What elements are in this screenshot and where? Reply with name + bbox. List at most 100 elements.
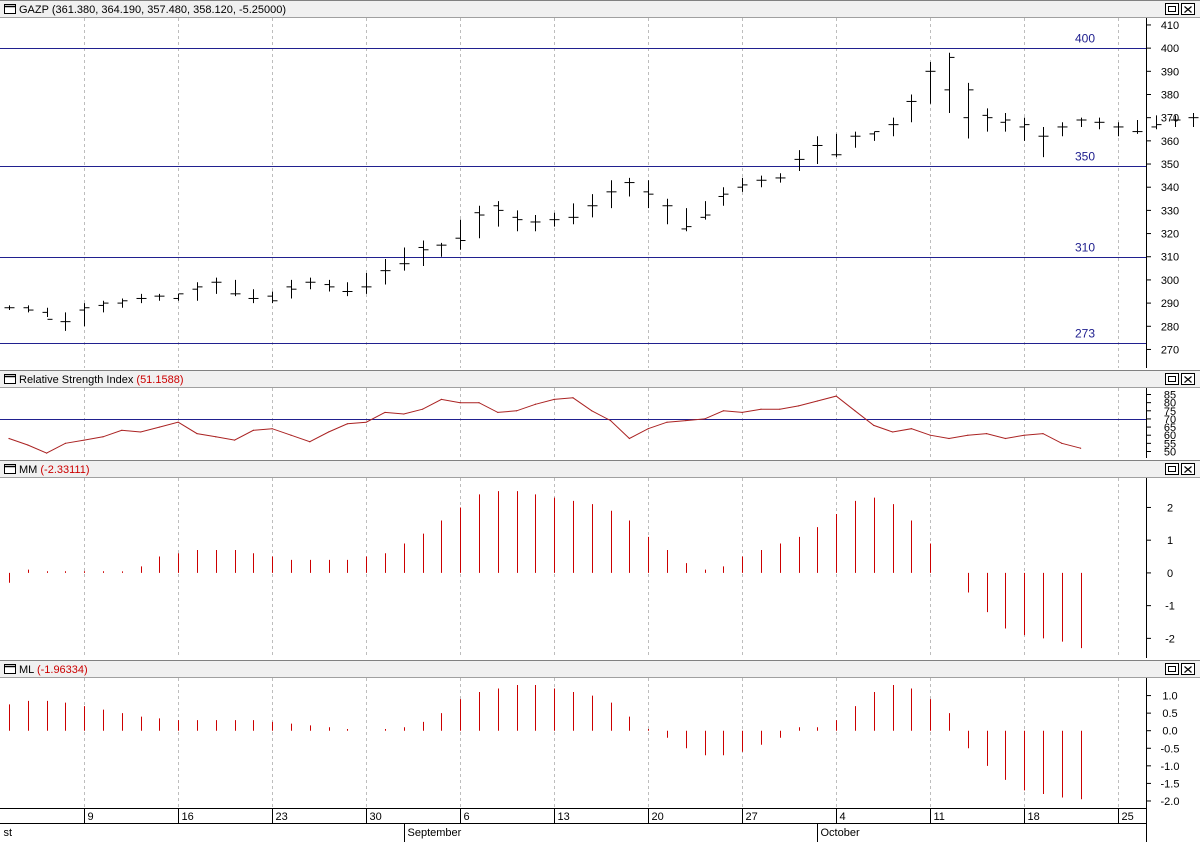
rsi-line [8,395,1081,454]
ohlc-bar [136,293,147,304]
panel-title-price: GAZP (361.380, 364.190, 357.480, 358.120… [19,4,286,16]
ohlc-bar [888,117,899,137]
restore-box-icon [1168,466,1176,472]
panel-value-text: (51.1588) [136,374,183,386]
panel-title-text: MM [19,464,40,476]
maximize-panel-button[interactable] [1165,663,1179,675]
ohlc-bar [906,94,917,123]
y-tick-label: -1.5 [1161,778,1180,790]
y-tick-label: -0.5 [1161,743,1180,755]
x-day-label: 13 [558,811,570,823]
ohlc-bar [173,293,184,301]
maximize-panel-button[interactable] [1165,3,1179,15]
ohlc-bar [1019,117,1030,141]
rsi-point [610,419,612,422]
ohlc-bar [455,219,466,250]
x-month-label: September [408,827,462,839]
rsi-point [591,410,593,412]
rsi-point [1023,434,1025,436]
rsi-point [722,410,725,412]
x-axis: 9 16 23 30 6 13 20 27 4 11 18 25 st September October [0,808,1147,842]
ohlc-bar [1038,126,1049,158]
rsi-point [1042,432,1044,435]
x-day-label: 30 [370,811,382,823]
rsi-point [403,413,405,415]
y-tick-label: 350 [1161,159,1179,171]
ohlc-bar [568,203,579,225]
panel-box-icon[interactable] [4,374,16,384]
close-x-icon [1184,6,1192,13]
panel-title-rsi: Relative Strength Index (51.1588) [19,374,184,386]
y-tick-label: 270 [1161,344,1179,356]
maximize-panel-button[interactable] [1165,373,1179,385]
x-axis-background [0,808,1146,842]
x-day-label: 23 [276,811,288,823]
restore-box-icon [1168,6,1176,12]
panel-box-icon[interactable] [4,664,16,674]
x-day-label: 20 [652,811,664,823]
level-label-273: 273 [1075,327,1095,341]
rsi-point [516,410,518,412]
restore-box-icon [1168,376,1176,382]
rsi-point [497,411,499,414]
rsi-point [46,452,48,454]
rsi-point [873,424,875,427]
y-tick-label: 400 [1161,43,1179,55]
ohlc-bar [1113,122,1124,137]
rsi-point [628,437,631,440]
panel-title-text: ML [19,664,37,676]
y-tick-label: 370 [1161,113,1179,125]
rsi-point [196,432,198,435]
x-month-label: October [821,827,860,839]
rsi-point [271,428,273,430]
ohlc-bar [718,187,729,206]
y-tick-label: 0.5 [1162,708,1177,720]
ohlc-bar [1132,119,1143,134]
ohlc-bar [530,215,541,232]
maximize-panel-button[interactable] [1165,463,1179,475]
rsi-point [741,411,743,414]
chart-marks [4,52,1199,800]
ohlc-bar [418,240,429,267]
rsi-point [1061,442,1063,444]
rsi-point [8,437,10,440]
y-tick-label: 80 [1164,398,1176,410]
x-day-label: 16 [182,811,194,823]
ohlc-bar [662,198,673,225]
ohlc-bar [23,305,34,313]
rsi-point [309,441,311,443]
ohlc-bar [643,180,654,209]
rsi-point [948,437,950,440]
rsi-point [27,444,29,446]
rsi-point [835,395,837,397]
ohlc-bar [474,205,485,239]
panel-box-icon[interactable] [4,464,16,474]
ohlc-bar [342,282,353,297]
ohlc-bar [1188,113,1199,127]
y-tick-label: 410 [1161,20,1179,32]
ohlc-bar [925,62,936,104]
ohlc-bar [944,52,955,114]
ohlc-bar [831,133,842,158]
rsi-point [328,431,330,433]
panel-box-icon[interactable] [4,4,16,14]
y-tick-label: 380 [1161,89,1179,101]
ohlc-bar [399,247,410,271]
y-tick-label: 0 [1167,568,1173,580]
y-tick-label: -2 [1165,633,1175,645]
x-month-label: st [4,827,13,839]
y-tick-label: 330 [1161,205,1179,217]
ohlc-bar [963,82,974,139]
level-lines: 400 350 310 273 [0,32,1146,420]
ohlc-bar [869,131,880,141]
ohlc-bar [79,303,90,327]
rsi-point [647,428,649,430]
x-day-label: 25 [1122,811,1134,823]
y-tick-label: -1 [1165,601,1175,613]
y-tick-label: 2 [1167,502,1173,514]
rsi-point [440,398,442,400]
ohlc-bar [211,277,222,294]
rsi-point [816,400,819,402]
